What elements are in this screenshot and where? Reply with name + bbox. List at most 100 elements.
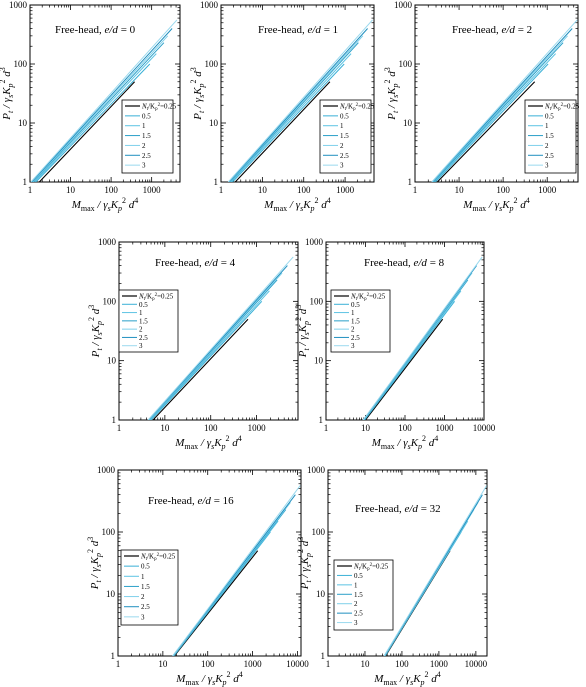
legend-label: 2.5 (545, 152, 554, 160)
chart-panel-5: 1 10 100 1000 10000 1 10 100 1000 Free-head, e/d … (86, 465, 309, 687)
chart-title: Free-head, e/d = 2 (452, 24, 532, 36)
legend-label: 2 (141, 593, 145, 601)
series-line-2.5 (31, 28, 173, 182)
series-line-0.25 (436, 81, 536, 182)
legend-label: 1 (139, 309, 143, 317)
chart-title: Free-head, e/d = 1 (258, 24, 338, 36)
series-line-3 (431, 19, 578, 182)
series-line-0.5 (364, 300, 455, 420)
x-tick-label: 1 (117, 423, 122, 433)
legend-label: 1.5 (354, 591, 363, 599)
x-tick-label: 1 (324, 423, 329, 433)
series-group (172, 485, 301, 656)
x-axis-label: Mmax / γsKp2 d4 (462, 196, 530, 213)
legend-label: 0.5 (354, 572, 363, 580)
legend-box (330, 289, 391, 353)
series-line-3 (227, 19, 373, 182)
x-tick-label: 1 (116, 659, 121, 669)
series-line-1 (149, 290, 270, 420)
y-tick-label: 1 (321, 651, 326, 661)
y-axis-label: Pt / γsKp2 d3 (189, 67, 206, 121)
y-tick-label: 1000 (98, 237, 117, 247)
y-tick-label: 1 (23, 177, 28, 187)
y-tick-label: 100 (14, 59, 28, 69)
y-tick-label: 100 (399, 59, 413, 69)
series-line-3 (362, 256, 483, 420)
legend-label: 2 (139, 326, 143, 334)
x-tick-label: 100 (395, 659, 409, 669)
legend-label: 1.5 (139, 317, 148, 325)
legend-label: 1 (351, 309, 355, 317)
y-tick-label: 100 (310, 296, 324, 306)
x-tick-label: 10 (361, 423, 371, 433)
legend-label: 2 (545, 142, 549, 150)
y-tick-label: 100 (103, 296, 117, 306)
series-line-1 (230, 53, 352, 182)
chart-panel-4: 1 10 100 1000 10000 1 10 100 1000 Free-head, e/d … (294, 237, 496, 451)
y-tick-label: 1000 (200, 0, 219, 10)
legend-label: 2.5 (340, 152, 349, 160)
x-tick-label: 1000 (436, 423, 455, 433)
chart-title: Free-head, e/d = 0 (55, 24, 136, 36)
y-tick-label: 1000 (394, 0, 413, 10)
x-tick-label: 1000 (430, 659, 449, 669)
series-group (30, 19, 178, 182)
plot-frame (117, 469, 302, 657)
legend-label: 0.5 (545, 112, 554, 120)
legend-box (319, 99, 372, 174)
legend-box (333, 559, 394, 631)
legend-label: Nt/Kp2=0.25 (140, 553, 176, 563)
x-tick-label: 10 (455, 185, 465, 195)
y-tick-label: 10 (403, 118, 413, 128)
legend-label: 1 (545, 122, 549, 130)
x-tick-label: 100 (496, 185, 510, 195)
chart-panel-0: 1 10 100 1000 1 10 100 1000 Free-head, e/d = 0 Nt… (0, 0, 181, 213)
x-tick-label: 1000 (538, 185, 557, 195)
series-line-0.25 (365, 318, 444, 420)
y-tick-label: 1000 (305, 237, 324, 247)
x-tick-label: 10000 (286, 659, 309, 669)
legend-box (121, 99, 174, 174)
legend-label: 2 (142, 142, 146, 150)
x-axis-label: Mmax / γsKp2 d4 (263, 196, 331, 213)
y-tick-label: 10 (107, 356, 117, 366)
legend-label: Nt/Kp2=0.25 (339, 103, 375, 113)
y-tick-label: 1000 (97, 465, 116, 475)
series-line-1.5 (229, 42, 359, 182)
x-axis-label: Mmax / γsKp2 d4 (373, 670, 441, 687)
y-axis-label: Pt / γsKp2 d3 (0, 67, 15, 121)
legend-label: 3 (340, 162, 344, 170)
series-line-2 (32, 35, 169, 182)
y-tick-label: 1000 (9, 0, 28, 10)
legend-label: 2 (351, 326, 355, 334)
x-axis-label: Mmax / γsKp2 d4 (175, 670, 243, 687)
series-group (383, 485, 487, 656)
y-tick-label: 100 (205, 59, 219, 69)
series-line-0.25 (152, 318, 249, 420)
x-axis-label: Mmax / γsKp2 d4 (371, 434, 439, 451)
chart-title: Free-head, e/d = 16 (148, 495, 234, 507)
legend-label: 3 (354, 619, 358, 627)
legend-label: Nt/Kp2=0.25 (353, 563, 389, 573)
chart-title: Free-head, e/d = 8 (364, 257, 445, 269)
legend-label: 3 (139, 342, 143, 350)
y-tick-label: 10 (209, 118, 219, 128)
series-line-1 (433, 53, 556, 182)
legend-label: 2.5 (141, 603, 150, 611)
series-group (431, 19, 578, 182)
series-line-0.5 (150, 300, 263, 420)
series-line-3 (30, 19, 178, 182)
legend-label: 0.5 (142, 112, 151, 120)
series-group (227, 19, 373, 182)
series-line-3 (147, 256, 294, 420)
legend-label: 2.5 (354, 610, 363, 618)
legend-box (120, 549, 179, 626)
chart-panel-6: 1 10 100 1000 10000 1 10 100 1000 Free-head, e/d … (296, 465, 488, 687)
x-tick-label: 1 (413, 185, 418, 195)
x-tick-label: 100 (201, 659, 215, 669)
x-tick-label: 1 (28, 185, 33, 195)
x-tick-label: 10 (160, 423, 170, 433)
x-tick-label: 100 (398, 423, 412, 433)
series-line-3 (383, 485, 487, 656)
series-line-2 (432, 35, 568, 182)
